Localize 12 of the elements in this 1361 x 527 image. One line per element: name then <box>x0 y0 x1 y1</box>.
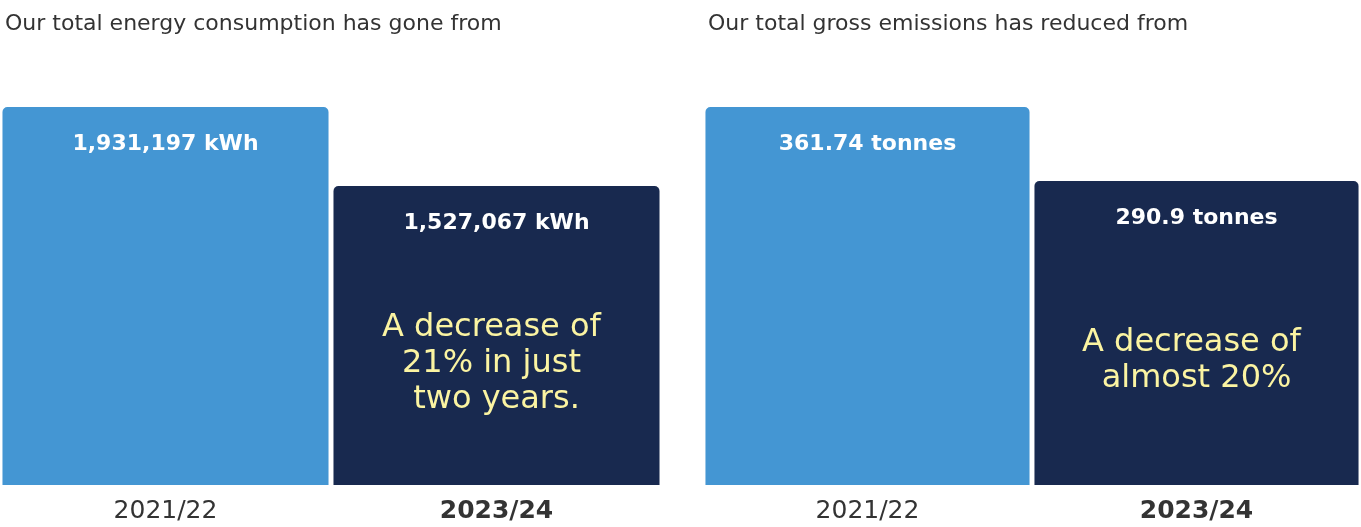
chart-title: Our total energy consumption has gone from <box>5 9 502 35</box>
chart-title: Our total gross emissions has reduced from <box>708 9 1189 35</box>
data-label: 361.74 tonnes <box>778 129 957 155</box>
x-tick-label: 2023/24 <box>1139 495 1254 524</box>
x-tick-label: 2021/22 <box>113 495 218 524</box>
annotation: A decrease of 21% in just two years. <box>382 305 611 416</box>
data-label: 290.9 tonnes <box>1115 203 1278 229</box>
data-label: 1,527,067 kWh <box>403 208 590 234</box>
data-label: 1,931,197 kWh <box>72 129 259 155</box>
x-tick-label: 2023/24 <box>439 495 554 524</box>
x-tick-label: 2021/22 <box>815 495 920 524</box>
annotation: A decrease of almost 20% <box>1082 321 1311 396</box>
